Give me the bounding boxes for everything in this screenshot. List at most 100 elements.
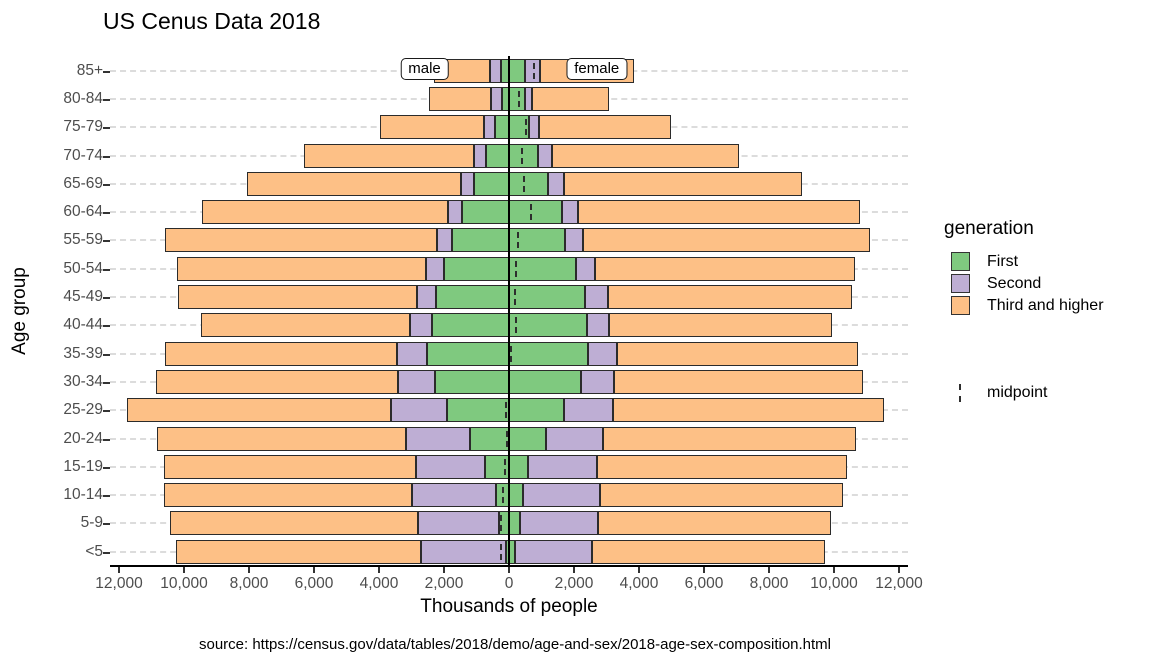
bar-segment-male-second [405,426,471,451]
bar-segment-female-first [509,171,548,196]
bar-segment-female-first [509,313,587,338]
bar-segment-female-third [538,115,672,140]
y-tick-mark [103,353,110,356]
bar-segment-female-third [564,171,802,196]
y-tick-mark [103,183,110,186]
bar-segment-female-first [509,285,586,310]
bar-segment-male-second [412,483,496,508]
x-tick-label: 8,000 [749,575,789,592]
bar-segment-male-third [165,228,438,253]
y-tick-mark [103,70,110,73]
bar-segment-male-second [490,86,502,111]
bar-segment-male-first [434,369,509,394]
bar-segment-female-first [509,341,589,366]
bar-segment-male-third [170,511,418,536]
x-tick-mark [508,567,510,573]
bar-segment-female-first [509,58,525,83]
legend-midpoint-icon [959,384,961,402]
x-tick-label: 6,000 [684,575,724,592]
bar-segment-male-first [426,341,509,366]
y-tick-label: 40-44 [63,316,103,334]
midpoint-marker [510,345,513,362]
y-axis-label: Age group [9,267,30,355]
y-tick-label: 5-9 [80,514,103,532]
bar-segment-male-second [409,313,433,338]
chart-title: US Cenus Data 2018 [103,8,321,34]
bar-segment-female-second [586,313,610,338]
bar-segment-female-second [524,58,540,83]
bar-segment-female-second [580,369,614,394]
bar-segment-female-second [522,483,600,508]
midpoint-marker [524,119,527,136]
bar-segment-female-first [509,143,538,168]
legend-label-second: Second [987,275,1042,292]
legend-midpoint-label: midpoint [987,384,1048,401]
bar-segment-female-third [609,313,833,338]
zero-line [508,56,510,566]
bar-segment-male-third [175,539,421,564]
x-axis-line [110,565,908,567]
y-tick-mark [103,268,110,271]
bar-segment-male-third [178,285,417,310]
midpoint-marker [516,232,519,249]
bar-segment-female-second [585,285,609,310]
midpoint-marker [499,515,502,532]
bar-segment-male-second [417,511,500,536]
bar-segment-male-second [396,341,427,366]
bar-segment-male-third [163,454,417,479]
bar-segment-female-third [608,285,852,310]
midpoint-marker [514,289,516,306]
x-tick-label: 10,000 [160,575,208,592]
bar-segment-female-third [603,426,856,451]
male-annotation-label: male [400,58,449,80]
bar-segment-male-second [425,256,444,281]
bar-segment-female-third [612,398,885,423]
bar-segment-male-second [447,200,462,225]
y-tick-mark [103,127,110,130]
bar-segment-female-second [524,86,533,111]
bar-segment-female-first [509,200,562,225]
y-tick-label: 25-29 [63,401,103,419]
bar-segment-male-first [443,256,509,281]
bar-segment-male-second [473,143,486,168]
bar-segment-male-second [461,171,475,196]
x-tick-mark [378,567,380,573]
y-tick-label: 15-19 [63,457,103,475]
y-tick-label: 50-54 [63,259,103,277]
legend-label-third: Third and higher [987,297,1104,314]
bar-segment-female-third [552,143,740,168]
bar-segment-female-first [509,398,565,423]
bar-segment-female-second [564,228,584,253]
x-tick-label: 12,000 [875,575,923,592]
bar-segment-female-first [509,369,581,394]
x-axis-label: Thousands of people [420,596,598,617]
x-tick-mark [573,567,575,573]
x-tick-label: 0 [504,575,514,592]
y-tick-mark [103,155,110,158]
y-tick-label: 10-14 [63,486,103,504]
legend-swatch-third [951,296,970,315]
bar-segment-male-second [437,228,453,253]
bar-segment-female-third [592,539,826,564]
bar-segment-male-second [391,398,447,423]
bar-segment-male-second [397,369,435,394]
bar-segment-male-first [452,228,509,253]
y-tick-mark [103,98,110,101]
bar-segment-female-second [537,143,553,168]
bar-segment-female-second [527,454,598,479]
bar-segment-male-second [416,454,486,479]
bar-segment-female-second [588,341,617,366]
legend-title: generation [944,218,1034,239]
x-tick-mark [833,567,835,573]
midpoint-marker [504,402,507,419]
bar-segment-male-third [428,86,491,111]
y-tick-mark [103,466,110,469]
bar-segment-female-second [576,256,596,281]
bar-segment-female-first [509,426,547,451]
bar-segment-female-third [613,369,863,394]
y-tick-label: 65-69 [63,174,103,192]
x-tick-mark [443,567,445,573]
bar-segment-male-third [157,426,406,451]
plot-panel: male female 85+ 80-84 75-79 70-74 65-69 60-64… [63,56,923,592]
bar-segment-male-third [127,398,392,423]
